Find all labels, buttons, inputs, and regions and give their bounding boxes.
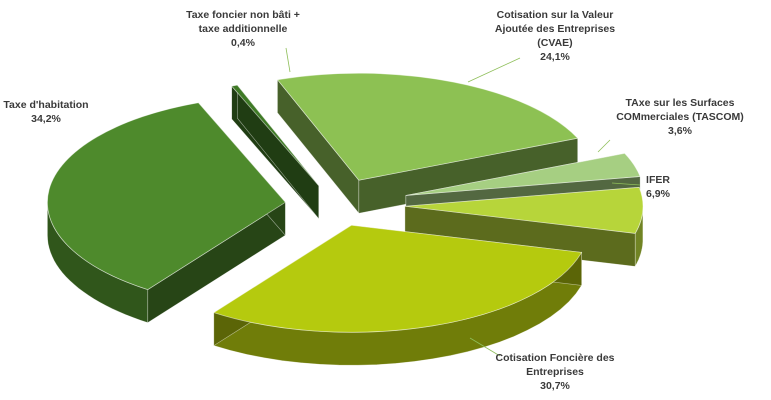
- slice-percent-label: 34,2%: [31, 113, 61, 125]
- slice-name-label: Ajoutée des Entreprises: [495, 23, 615, 35]
- slice-label-5: Taxe foncier non bâti + taxe additionnell…: [186, 9, 300, 73]
- slice-name-label: (CVAE): [537, 37, 572, 49]
- slice-name-label: taxe additionnelle: [199, 23, 288, 35]
- pie-slice-5: [230, 84, 320, 220]
- slice-label-0: Cotisation sur la Valeur Ajoutée des Entr…: [467, 9, 615, 83]
- slice-label-3: Cotisation Foncière des Entreprises 30,7%: [469, 337, 615, 392]
- slice-name-label: Cotisation Foncière des: [495, 352, 614, 364]
- slice-percent-label: 6,9%: [646, 188, 671, 200]
- slice-name-label: COMmerciales (TASCOM): [616, 111, 744, 123]
- slice-percent-label: 30,7%: [540, 380, 570, 392]
- pie-slice-4: [47, 101, 286, 324]
- pie-labels: Cotisation sur la Valeur Ajoutée des Entr…: [3, 9, 743, 392]
- slice-name-label: Taxe foncier non bâti +: [186, 9, 300, 21]
- pie-slice-2: [404, 186, 644, 267]
- leader-line: [597, 139, 611, 153]
- pie-slice-0: [276, 72, 579, 215]
- slice-name-label: TAxe sur les Surfaces: [626, 97, 735, 109]
- slice-name-label: Entreprises: [526, 366, 584, 378]
- pie-slice-3: [212, 224, 583, 366]
- slice-name-label: Taxe d'habitation: [3, 99, 88, 111]
- slice-name-label: IFER: [646, 174, 670, 186]
- pie-slices: [47, 72, 644, 366]
- slice-label-2: IFER 6,9%: [611, 174, 671, 200]
- slice-label-1: TAxe sur les Surfaces COMmerciales (TASCO…: [597, 97, 744, 153]
- slice-name-label: Cotisation sur la Valeur: [497, 9, 614, 21]
- leader-line: [611, 182, 641, 186]
- leader-line: [285, 47, 291, 73]
- leader-line: [469, 337, 501, 357]
- leader-line: [467, 57, 521, 83]
- slice-percent-label: 3,6%: [668, 125, 693, 137]
- slice-label-4: Taxe d'habitation 34,2%: [3, 99, 88, 125]
- slice-percent-label: 0,4%: [231, 37, 256, 49]
- slice-percent-label: 24,1%: [540, 51, 570, 63]
